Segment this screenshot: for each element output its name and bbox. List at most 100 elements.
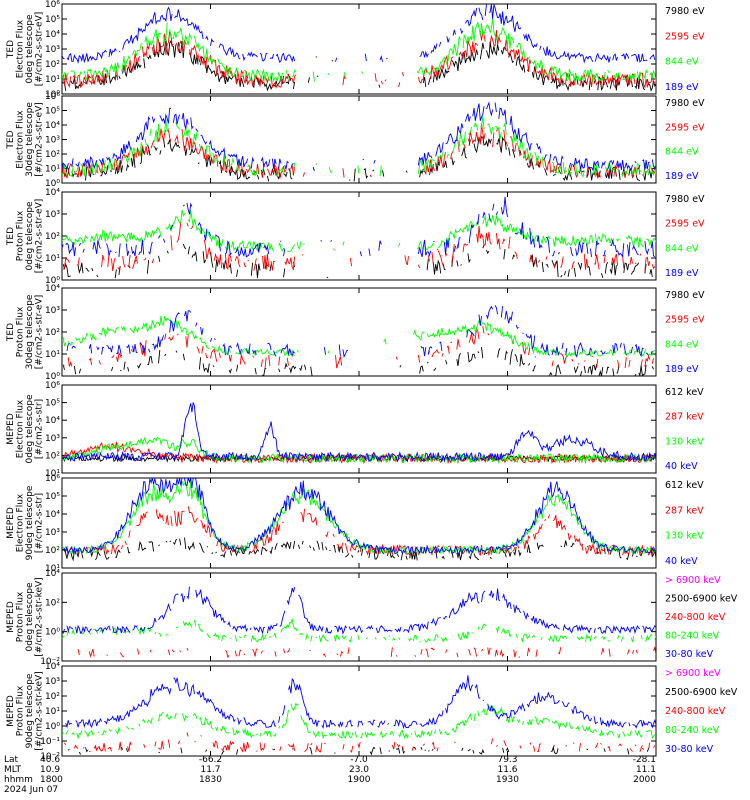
footer-value: 1800: [40, 775, 63, 785]
y-tick-label: 10⁰: [45, 628, 60, 638]
footer-row-label: Lat: [4, 755, 19, 765]
legend-entry: 2595 eV: [665, 219, 705, 230]
legend-entry: 189 eV: [665, 268, 699, 279]
y-tick-label: 10²: [45, 60, 60, 70]
footer-value: 1900: [348, 775, 371, 785]
legend-entry: 2500-6900 keV: [665, 594, 738, 605]
series-line-7980-ev: [63, 347, 656, 376]
y-tick-label: 10⁶: [45, 0, 60, 10]
series-line-844-ev: [62, 116, 656, 178]
legend-entry: 7980 eV: [665, 290, 705, 301]
y-tick-label: 10⁶: [45, 381, 60, 391]
footer-value: -28.1: [633, 755, 656, 765]
series-line-130-kev: [62, 480, 656, 555]
y-tick-label: 10³: [45, 306, 60, 316]
legend-entry: 844 eV: [665, 57, 699, 68]
footer-value: -66.2: [199, 755, 222, 765]
footer-value: 1830: [199, 775, 222, 785]
y-axis-label: TEDProton Flux30deg telescope[#/cm2-s-st…: [6, 294, 45, 369]
legend-entry: 2595 eV: [665, 31, 705, 42]
y-tick-label: 10⁵: [45, 107, 60, 117]
y-tick-label: 10⁰: [45, 372, 60, 382]
footer-value: 2000: [633, 775, 656, 785]
y-tick-label: 10³: [45, 528, 60, 538]
y-tick-label: 10⁻²: [40, 657, 60, 667]
y-tick-label: 10⁻²: [40, 752, 60, 762]
y-tick-label: 10⁵: [45, 15, 60, 25]
y-tick-label: 10⁰: [45, 722, 60, 732]
footer-value: 79.3: [497, 755, 517, 765]
legend-entry: 40 keV: [665, 556, 698, 567]
legend-entry: 189 eV: [665, 82, 699, 93]
y-tick-label: 10⁴: [45, 662, 60, 672]
y-tick-label: 10¹: [45, 564, 60, 574]
footer-row-label: MLT: [4, 765, 22, 775]
y-axis-label: TEDElectron Flux30deg telescope[#/cm2-s-…: [6, 102, 45, 177]
series-line-189-ev: [62, 101, 656, 172]
series-line-40-kev: [62, 478, 656, 555]
legend-entry: 40 keV: [665, 461, 698, 472]
series-line-7980-ev: [62, 39, 656, 92]
legend-entry: 2595 eV: [665, 315, 705, 326]
y-tick-label: 10⁴: [45, 30, 60, 40]
footer-value: 23.0: [349, 765, 369, 775]
series-line-7980-ev: [63, 244, 656, 278]
footer-row-label: 2024 Jun 07: [4, 785, 58, 795]
legend-entry: 2595 eV: [665, 122, 705, 133]
panel-frame: [61, 287, 657, 377]
series-line-2595-ev: [62, 123, 656, 179]
y-axis-label: TEDProton Flux0deg telescope[#/cm2-s-str…: [6, 199, 45, 274]
legend-entry: > 6900 keV: [665, 575, 721, 586]
y-tick-label: 10⁵: [45, 399, 60, 409]
series-line-130-kev: [62, 436, 656, 465]
legend-entry: 844 eV: [665, 339, 699, 350]
y-tick-label: 10²: [45, 692, 60, 702]
series-line-30-80-kev: [62, 586, 656, 635]
y-tick-label: 10⁻¹: [40, 737, 60, 747]
legend-entry: 80-240 keV: [665, 631, 720, 642]
y-tick-label: 10⁵: [45, 492, 60, 502]
y-tick-label: 10³: [45, 45, 60, 55]
y-tick-label: 10¹: [45, 469, 60, 479]
legend-entry: 30-80 keV: [665, 649, 714, 660]
y-tick-label: 10³: [45, 136, 60, 146]
series-line-30-80-kev: [65, 675, 656, 730]
legend-entry: 240-800 keV: [665, 706, 726, 717]
series-line-2500-6900-kev: [68, 747, 656, 755]
y-axis-label: MEPEDElectron Flux0deg telescope[#/cm2-s…: [6, 394, 45, 464]
y-tick-label: 10¹: [45, 165, 60, 175]
y-tick-label: 10²: [45, 451, 60, 461]
footer-value: 11.7: [200, 765, 220, 775]
legend-entry: 7980 eV: [665, 98, 705, 109]
y-tick-label: 10¹: [45, 350, 60, 360]
series-line-189-ev: [62, 197, 656, 258]
series-line-2595-ev: [62, 220, 656, 272]
y-tick-label: 10⁴: [45, 416, 60, 426]
y-tick-label: 10¹: [45, 254, 60, 264]
series-line-240-800-kev: [64, 732, 656, 753]
legend-entry: 612 keV: [665, 480, 704, 491]
y-tick-label: 10⁴: [45, 569, 60, 579]
legend-entry: 7980 eV: [665, 6, 705, 17]
y-tick-label: 10²: [45, 546, 60, 556]
y-tick-label: 10⁰: [45, 90, 60, 100]
footer-value: 10.9: [40, 765, 60, 775]
series-line-80-240-kev: [62, 618, 656, 643]
y-tick-label: 10⁶: [45, 474, 60, 484]
footer-value: 11.1: [636, 765, 656, 775]
legend-entry: 287 keV: [665, 505, 704, 516]
y-axis-label: MEPEDElectron Flux90deg telescope[#/cm2-…: [6, 485, 45, 560]
y-tick-label: 10³: [45, 210, 60, 220]
y-axis-label: MEPEDProton Flux0deg telescope[#/cm2-s-s…: [6, 577, 45, 656]
footer-value: 1930: [496, 775, 519, 785]
y-tick-label: 10¹: [45, 75, 60, 85]
legend-entry: 80-240 keV: [665, 725, 720, 736]
